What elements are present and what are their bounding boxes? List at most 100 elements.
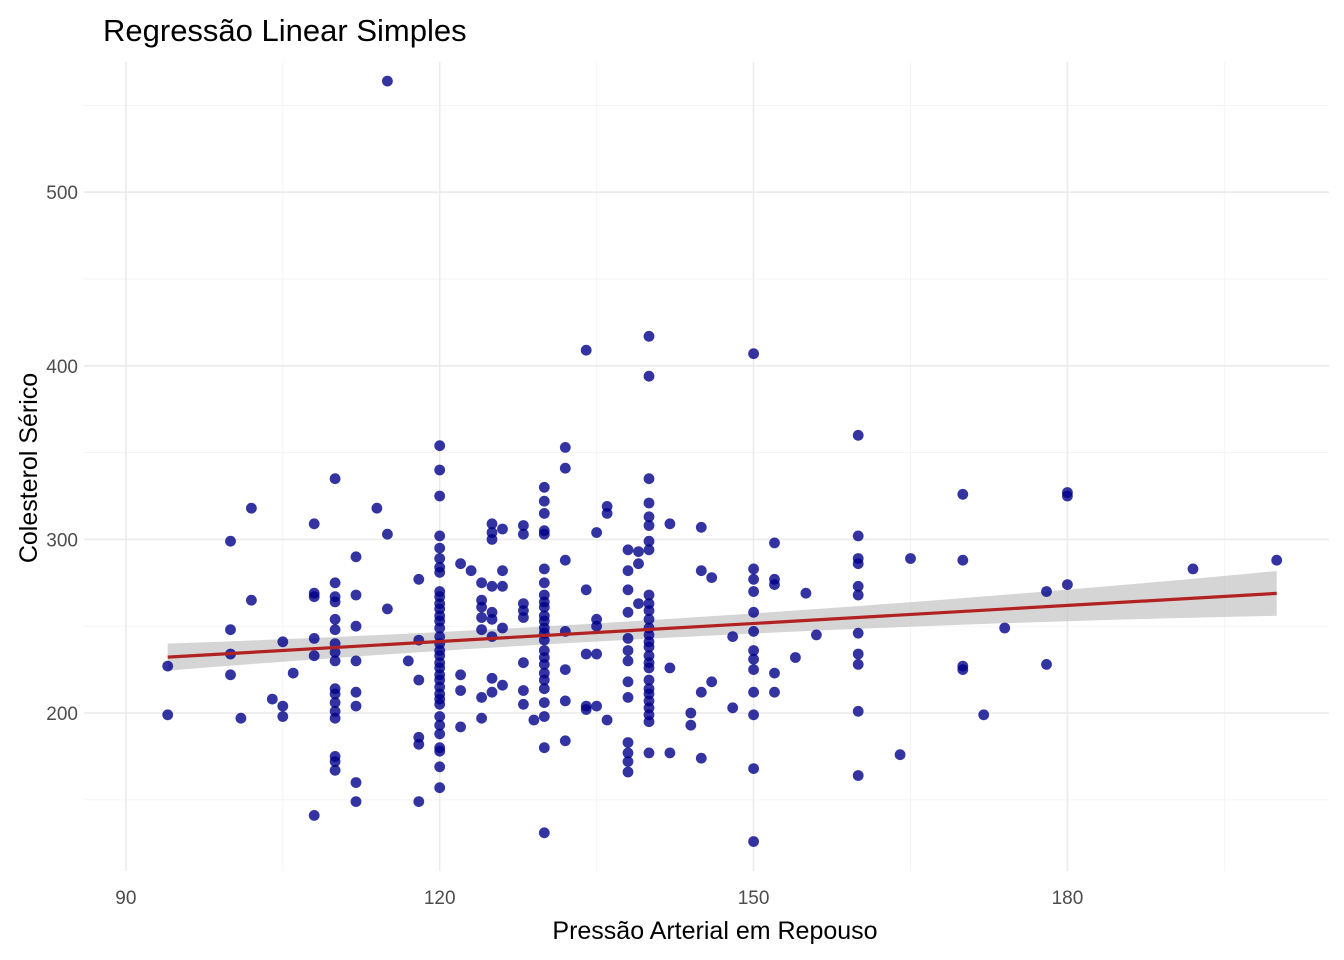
data-point bbox=[664, 747, 676, 759]
data-point bbox=[622, 692, 634, 703]
plot-grid bbox=[84, 62, 1329, 871]
data-point bbox=[497, 622, 508, 634]
data-point bbox=[1187, 563, 1199, 575]
data-point bbox=[538, 711, 550, 722]
data-point bbox=[695, 686, 707, 698]
y-axis-ticks: 200 300 400 500 bbox=[46, 183, 78, 725]
y-axis-label: Colesterol Sérico bbox=[15, 373, 43, 563]
data-point bbox=[350, 655, 362, 667]
data-point bbox=[350, 686, 362, 698]
data-point bbox=[329, 473, 341, 485]
data-point bbox=[706, 572, 718, 583]
data-point bbox=[246, 502, 257, 514]
data-point bbox=[622, 645, 634, 656]
data-point bbox=[643, 535, 655, 547]
data-point bbox=[643, 605, 655, 616]
data-point bbox=[957, 488, 969, 500]
data-point bbox=[852, 770, 864, 781]
x-tick-label: 90 bbox=[115, 888, 136, 909]
data-point bbox=[633, 598, 644, 609]
data-point bbox=[559, 695, 571, 707]
data-point bbox=[350, 796, 362, 807]
data-point bbox=[476, 577, 487, 589]
data-point bbox=[748, 586, 759, 597]
data-point bbox=[538, 563, 550, 575]
data-point bbox=[622, 756, 634, 767]
confidence-band bbox=[167, 571, 1277, 671]
data-point bbox=[643, 589, 655, 601]
data-point bbox=[643, 520, 655, 531]
data-point bbox=[580, 344, 592, 356]
data-point bbox=[643, 544, 655, 556]
data-point bbox=[308, 633, 320, 644]
data-point bbox=[413, 796, 425, 807]
data-point bbox=[486, 631, 498, 642]
data-point bbox=[685, 719, 697, 731]
data-point bbox=[622, 584, 634, 596]
data-point bbox=[622, 544, 634, 556]
data-point bbox=[664, 518, 676, 530]
data-point bbox=[538, 495, 550, 507]
data-point bbox=[329, 577, 341, 589]
data-point bbox=[633, 546, 644, 557]
data-point bbox=[162, 660, 174, 672]
data-point bbox=[748, 626, 759, 637]
data-point bbox=[486, 672, 498, 684]
data-point bbox=[538, 508, 550, 519]
data-point bbox=[790, 652, 801, 663]
y-tick-label: 200 bbox=[46, 704, 78, 725]
data-point bbox=[643, 641, 655, 653]
data-point bbox=[748, 664, 759, 675]
regression-line bbox=[167, 591, 1277, 659]
data-point bbox=[350, 700, 362, 712]
data-point bbox=[622, 565, 634, 577]
data-point bbox=[434, 719, 446, 731]
data-point bbox=[622, 655, 634, 667]
data-point bbox=[748, 348, 759, 360]
data-point bbox=[455, 685, 466, 696]
data-point bbox=[350, 620, 362, 632]
data-point bbox=[748, 686, 759, 698]
data-point bbox=[852, 580, 864, 592]
data-point bbox=[277, 700, 289, 712]
x-axis-label: Pressão Arterial em Repouso bbox=[552, 917, 877, 945]
x-tick-label: 150 bbox=[738, 888, 770, 909]
data-point bbox=[329, 613, 341, 625]
data-point bbox=[455, 669, 466, 681]
data-point bbox=[518, 698, 529, 710]
data-point bbox=[277, 636, 289, 648]
data-point bbox=[465, 565, 477, 577]
data-point bbox=[591, 620, 602, 632]
data-point bbox=[591, 527, 602, 538]
data-point bbox=[643, 370, 655, 382]
data-point bbox=[413, 573, 425, 585]
data-point bbox=[769, 667, 780, 679]
data-point bbox=[852, 589, 864, 601]
data-point bbox=[538, 577, 550, 589]
chart-title: Regressão Linear Simples bbox=[103, 13, 467, 48]
data-point bbox=[695, 521, 707, 533]
data-point bbox=[622, 737, 634, 748]
data-point bbox=[434, 440, 446, 452]
data-point bbox=[978, 709, 990, 721]
data-point bbox=[528, 714, 540, 726]
data-point bbox=[350, 551, 362, 563]
data-point bbox=[329, 764, 341, 776]
data-point bbox=[162, 709, 174, 721]
x-axis-ticks: 90 120 150 180 bbox=[115, 888, 1083, 909]
regression-line-group bbox=[167, 591, 1277, 659]
data-point bbox=[382, 603, 393, 615]
data-point bbox=[518, 612, 529, 623]
data-point bbox=[559, 735, 571, 747]
data-point bbox=[518, 685, 529, 696]
data-point bbox=[413, 738, 425, 750]
data-point bbox=[371, 502, 383, 514]
data-point bbox=[580, 584, 592, 596]
data-point bbox=[852, 659, 864, 670]
data-point bbox=[538, 683, 550, 695]
data-point bbox=[476, 601, 487, 613]
data-point bbox=[538, 827, 550, 839]
data-point bbox=[643, 613, 655, 625]
data-point bbox=[622, 747, 634, 759]
data-point bbox=[695, 565, 707, 577]
